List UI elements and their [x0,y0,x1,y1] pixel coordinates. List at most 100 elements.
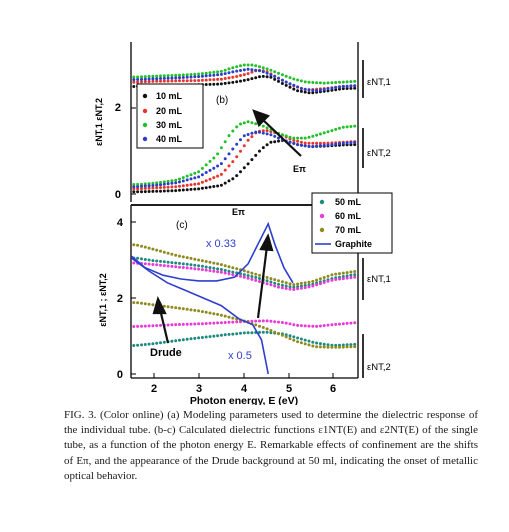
series-point-eps1 [155,79,159,83]
series-point-eps2 [132,187,136,191]
series-point-eps1 [174,261,178,265]
series-point-eps1 [334,86,338,89]
series-point-eps1 [280,286,284,290]
series-point-eps2 [299,140,303,144]
series-point-eps1 [246,270,250,274]
series-point-eps1 [284,74,288,78]
series-point-eps2 [239,331,242,335]
series-point-eps2 [326,130,330,134]
series-point-eps1 [193,79,197,83]
series-point-eps2 [250,319,254,323]
scale-label-05: x 0.5 [228,350,252,362]
series-point-eps1 [227,272,231,276]
series-point-eps2 [189,322,193,326]
series-point-eps1 [292,285,296,289]
series-point-eps2 [353,143,357,147]
series-point-eps1 [345,80,349,84]
series-point-eps2 [284,335,288,339]
series-point-eps2 [166,182,170,186]
series-point-eps2 [189,177,193,181]
series-point-eps2 [265,129,269,133]
series-point-eps2 [162,185,166,189]
series-point-eps2 [223,333,227,337]
series-point-eps2 [231,129,235,133]
series-point-eps1 [330,273,334,277]
series-point-eps2 [159,186,162,190]
series-point-eps1 [277,71,280,75]
series-point-eps1 [296,282,300,286]
series-point-eps1 [140,75,143,79]
series-point-eps1 [265,75,269,79]
series-point-eps1 [147,258,151,262]
series-point-eps2 [250,331,254,335]
series-point-eps2 [345,343,349,347]
series-point-eps1 [219,268,223,271]
series-point-eps1 [143,77,147,81]
series-point-eps1 [318,282,322,286]
series-point-eps1 [338,272,341,276]
series-point-eps2 [219,313,223,317]
series-point-eps1 [299,281,303,285]
series-point-eps1 [204,83,208,86]
series-point-eps2 [280,321,284,324]
series-point-eps2 [296,340,300,344]
annotation-arrows [152,109,302,344]
series-point-eps2 [334,322,338,326]
legend-c-marker [319,213,325,219]
series-point-eps2 [345,125,349,129]
series-point-eps1 [178,73,181,77]
series-point-eps2 [155,341,159,345]
series-point-eps2 [254,122,258,126]
series-point-eps2 [338,345,341,349]
series-point-eps1 [174,79,178,83]
series-point-eps1 [159,79,162,83]
series-point-eps2 [242,331,246,335]
series-point-eps1 [159,74,162,78]
series-point-eps2 [330,323,334,327]
series-point-eps2 [212,334,216,338]
series-point-eps1 [261,66,265,70]
series-point-eps2 [159,341,162,345]
series-point-eps2 [223,168,227,172]
series-point-eps2 [208,159,212,163]
series-point-eps1 [208,82,212,86]
series-point-eps2 [239,138,242,142]
series-point-eps2 [219,321,223,325]
series-point-eps1 [292,283,296,287]
series-point-eps2 [204,163,208,167]
series-point-eps1 [277,285,280,289]
series-point-eps2 [315,144,319,148]
series-point-eps1 [334,272,338,276]
series-point-eps2 [299,341,303,345]
series-point-eps1 [315,89,319,93]
series-point-eps1 [261,70,265,74]
series-point-eps1 [273,77,277,81]
series-point-eps2 [231,332,235,336]
series-point-eps2 [334,345,338,349]
series-point-eps1 [296,78,300,82]
series-point-eps2 [193,187,197,191]
series-point-eps2 [219,172,223,176]
series-point-eps2 [174,189,178,193]
series-point-eps1 [208,266,212,270]
series-point-eps2 [155,186,159,190]
series-point-eps2 [349,343,353,347]
series-point-eps1 [185,79,189,83]
series-point-eps2 [208,311,212,315]
series-point-eps2 [299,337,303,341]
series-point-eps2 [250,135,254,139]
series-point-eps2 [185,183,189,187]
series-point-eps2 [235,332,239,336]
series-point-eps1 [284,80,288,84]
series-point-eps1 [197,75,201,79]
series-point-eps2 [265,327,269,331]
series-point-eps1 [216,267,220,271]
series-point-eps2 [303,136,307,140]
series-point-eps1 [326,81,330,85]
series-point-eps1 [330,278,334,282]
series-point-eps2 [189,183,193,187]
series-point-eps2 [330,129,334,133]
series-point-eps1 [231,273,235,277]
series-point-eps1 [303,90,307,94]
series-point-eps2 [242,121,246,125]
